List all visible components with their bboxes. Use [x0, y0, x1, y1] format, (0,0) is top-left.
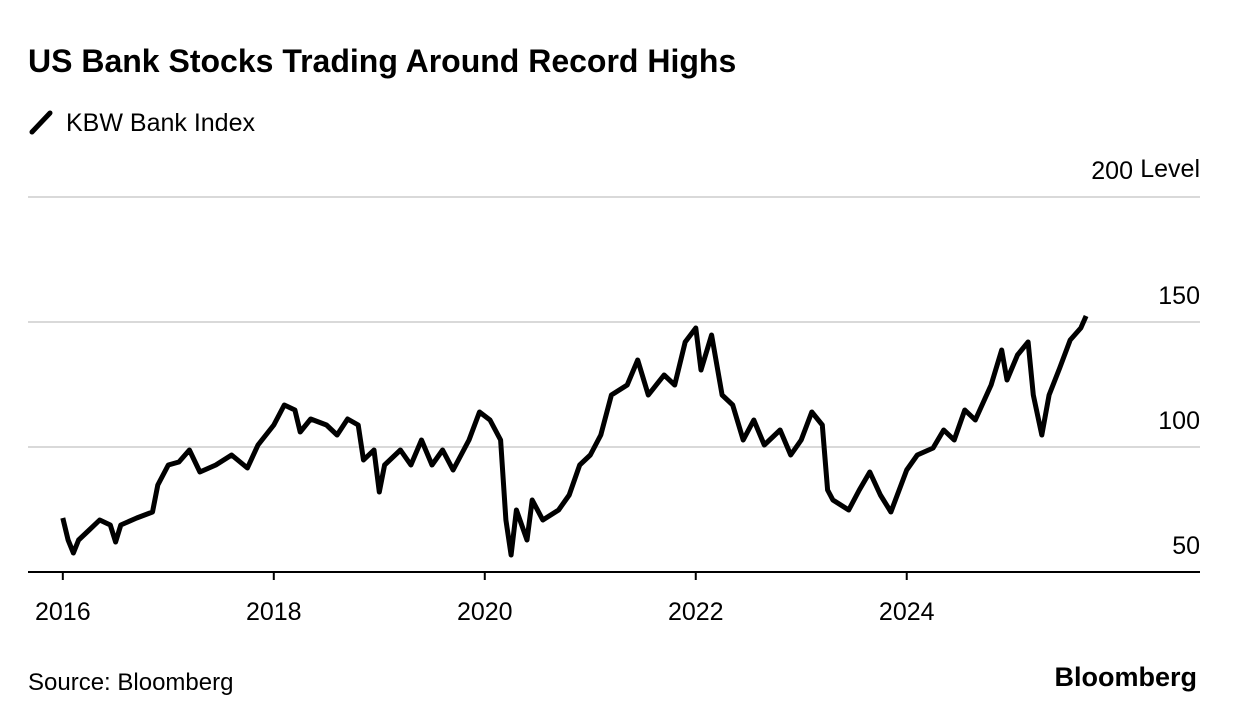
legend-label: KBW Bank Index	[66, 109, 255, 137]
x-tick-label: 2022	[668, 598, 724, 626]
x-tick-label: 2024	[879, 598, 935, 626]
chart-title: US Bank Stocks Trading Around Record Hig…	[28, 43, 736, 79]
x-tick-label: 2016	[35, 598, 91, 626]
y-tick-label: 200	[1091, 157, 1133, 185]
legend-swatch	[29, 110, 53, 135]
y-axis-label: Level	[1140, 155, 1200, 183]
line	[60, 314, 1089, 558]
logo: Bloomberg	[1054, 662, 1197, 692]
y-tick-label: 150	[1158, 282, 1200, 310]
x-tick-label: 2020	[457, 598, 513, 626]
source: Source: Bloomberg	[28, 669, 233, 696]
y-tick-label: 100	[1158, 407, 1200, 435]
y-tick-label: 50	[1172, 532, 1200, 560]
x-tick-label: 2018	[246, 598, 302, 626]
